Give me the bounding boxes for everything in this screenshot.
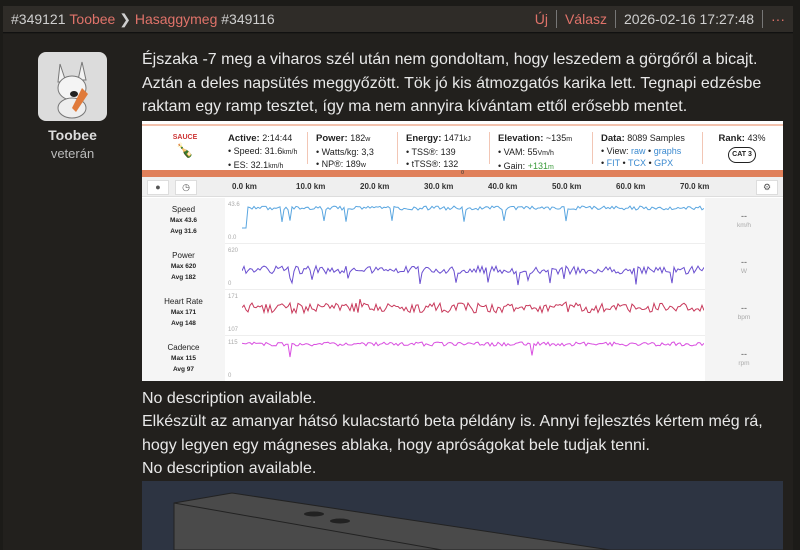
row-label: Power — [172, 251, 195, 260]
current-value: -- — [741, 349, 747, 359]
new-button[interactable]: Új — [534, 11, 548, 27]
km-tick: 60.0 km — [616, 182, 646, 191]
unit: W — [740, 268, 748, 275]
fit-link[interactable]: FIT — [606, 158, 620, 168]
y-top: 43.6 — [228, 202, 240, 208]
reply-to-id[interactable]: #349116 — [221, 11, 275, 27]
y-top: 115 — [228, 340, 238, 346]
km-tick: 50.0 km — [552, 182, 582, 191]
trace-line — [242, 341, 704, 358]
trace-line — [242, 264, 704, 286]
row-avg: Avg 148 — [171, 320, 196, 327]
user-rank: veterán — [50, 146, 95, 161]
image-caption: No description available. — [142, 390, 317, 407]
unit: bpm — [737, 314, 751, 321]
trace-plot[interactable] — [242, 336, 704, 381]
km-tick: 20.0 km — [360, 182, 390, 191]
more-menu-icon[interactable]: ··· — [771, 11, 785, 27]
row-max: Max 171 — [170, 309, 197, 316]
unit: rpm — [738, 360, 750, 367]
km-tick: 10.0 km — [296, 182, 326, 191]
post-id[interactable]: #349121 — [11, 11, 66, 27]
sauce-logo: SAUCE 🍾 — [142, 132, 220, 164]
row-avg: Avg 182 — [171, 274, 196, 281]
y-top: 171 — [228, 294, 239, 300]
row-max: Max 43.6 — [169, 217, 198, 224]
trace-line — [242, 205, 704, 229]
clock-icon[interactable]: ◷ — [175, 180, 197, 195]
current-value: -- — [741, 211, 747, 221]
row-max: Max 620 — [170, 263, 197, 270]
km-tick: 40.0 km — [488, 182, 518, 191]
timestamp: 2026-02-16 17:27:48 — [624, 11, 754, 27]
chart-row-cadence: Cadence Max 115 Avg 97 115 0 -- rpm — [142, 336, 783, 381]
chart-row-power: Power Max 620 Avg 182 620 0 -- W — [142, 244, 783, 290]
row-label: Cadence — [167, 343, 200, 352]
reply-button[interactable]: Válasz — [564, 11, 607, 27]
avatar[interactable] — [38, 52, 107, 121]
km-tick: 30.0 km — [424, 182, 454, 191]
post-text: Éjszaka -7 meg a viharos szél után nem g… — [142, 51, 762, 115]
image-caption-2: No description available. — [142, 460, 317, 477]
map-pin-icon[interactable]: ● — [147, 180, 169, 195]
unit: km/h — [736, 222, 752, 229]
trace-plot[interactable] — [242, 198, 704, 244]
trace-plot[interactable] — [242, 244, 704, 290]
chart-row-heart-rate: Heart Rate Max 171 Avg 148 171 107 -- bpm — [142, 290, 783, 336]
row-max: Max 115 — [171, 355, 196, 362]
chart-row-speed: Speed Max 43.6 Avg 31.6 43.6 0.0 -- km/h — [142, 198, 783, 244]
cat-badge: CAT 3 — [728, 147, 756, 163]
raw-link[interactable]: raw — [631, 146, 646, 156]
km-tick: 0.0 km — [232, 182, 257, 191]
gear-icon[interactable]: ⚙ — [756, 180, 778, 195]
current-value: -- — [741, 303, 747, 313]
gpx-link[interactable]: GPX — [654, 158, 674, 168]
row-avg: Avg 97 — [172, 366, 195, 373]
sauce-activity-image[interactable]: SAUCE 🍾 Active: 2:14:44 • Speed: 31.6km/h •… — [142, 121, 783, 381]
y-bottom: 0.0 — [228, 235, 237, 241]
post-text-2: Elkészült az amanyar hátsó kulacstartó b… — [142, 413, 763, 454]
graphs-link[interactable]: graphs — [653, 146, 682, 156]
reply-to-link[interactable]: Hasaggymeg — [134, 11, 218, 27]
collapse-handle[interactable]: ¤ — [142, 170, 783, 177]
y-top: 620 — [228, 248, 239, 254]
row-label: Speed — [171, 205, 196, 214]
current-value: -- — [741, 257, 747, 267]
bottle-holder-render-image[interactable] — [142, 481, 783, 550]
y-bottom: 107 — [228, 327, 239, 333]
row-label: Heart Rate — [164, 297, 203, 306]
y-bottom: 0 — [228, 281, 232, 287]
km-tick: 70.0 km — [680, 182, 710, 191]
trace-line — [242, 298, 704, 315]
post-header: #349121 Toobee ❯ Hasaggymeg #349116 Új V… — [3, 6, 793, 33]
row-avg: Avg 31.6 — [170, 228, 197, 235]
chevron-right-icon: ❯ — [119, 10, 131, 27]
author-link[interactable]: Toobee — [69, 11, 116, 27]
y-bottom: 0 — [228, 373, 232, 379]
bottle-icon: 🍾 — [176, 142, 194, 158]
tcx-link[interactable]: TCX — [628, 158, 646, 168]
username[interactable]: Toobee — [48, 127, 97, 143]
trace-plot[interactable] — [242, 290, 704, 336]
